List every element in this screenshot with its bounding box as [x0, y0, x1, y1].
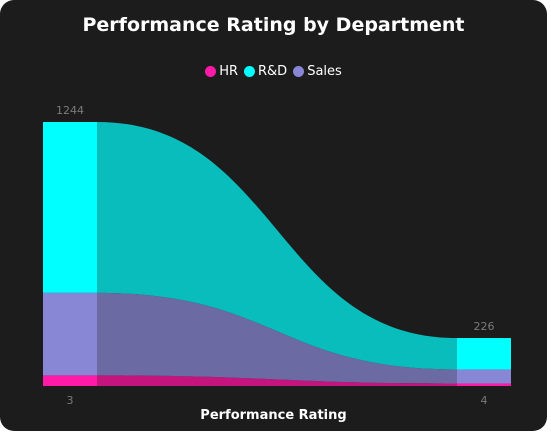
ribbon-hr [97, 375, 457, 386]
chart-legend: HR R&D Sales [0, 64, 547, 79]
ribbon-chart: 1244 3 226 4 [43, 104, 511, 407]
segment-r-d-4 [457, 338, 511, 370]
x-tick-label-4: 4 [481, 394, 488, 407]
x-tick-label-3: 3 [67, 394, 74, 407]
chart-card: Performance Rating by Department HR R&D … [0, 0, 547, 431]
legend-dot-hr [205, 66, 217, 77]
legend-label-hr: HR [219, 64, 238, 79]
chart-title: Performance Rating by Department [82, 14, 465, 36]
total-label-4: 226 [474, 320, 495, 333]
legend-item-rd[interactable]: R&D [244, 64, 287, 79]
ribbon-r-d [97, 122, 457, 370]
legend-label-sales: Sales [307, 64, 342, 79]
ribbon-sales [97, 292, 457, 384]
segment-r-d-3 [43, 122, 97, 293]
legend-dot-sales [293, 66, 305, 77]
legend-item-sales[interactable]: Sales [293, 64, 342, 79]
total-label-3: 1244 [56, 104, 84, 117]
legend-dot-rd [244, 66, 255, 77]
legend-item-hr[interactable]: HR [205, 64, 238, 79]
legend-label-rd: R&D [258, 64, 288, 79]
segment-hr-4 [457, 383, 511, 386]
segment-sales-4 [457, 369, 511, 384]
x-axis-title: Performance Rating [200, 408, 347, 423]
segment-hr-3 [43, 375, 97, 386]
segment-sales-3 [43, 292, 97, 376]
